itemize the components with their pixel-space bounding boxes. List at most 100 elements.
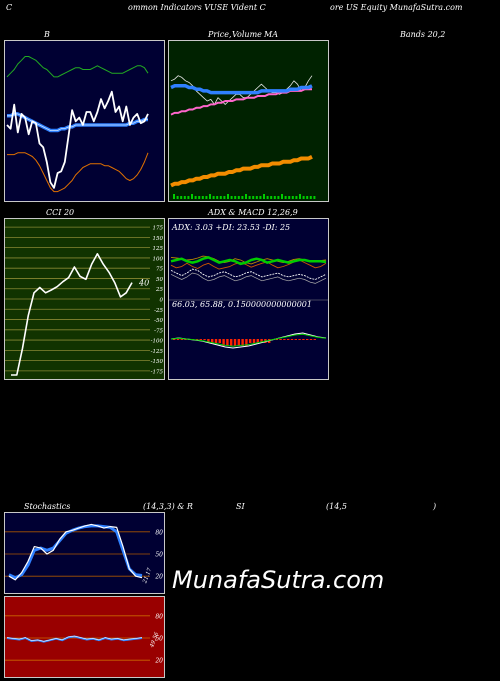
- cci-tick-label: -75: [154, 328, 163, 334]
- macd-histogram-bar: [211, 339, 214, 343]
- bollinger-middle-core: [7, 113, 148, 131]
- rsi-line: [6, 635, 143, 643]
- rsi-panel: 80 50 20 49.56: [4, 596, 165, 678]
- cci-chart: 175 150 125 100 75 50 25 0 -25 -50 -75 -100 -125 -150…: [5, 226, 164, 376]
- bollinger-panel: [4, 40, 165, 202]
- macd-histogram-bar: [180, 339, 183, 340]
- macd-histogram-bar: [287, 339, 290, 340]
- rsi-tick-label: 80: [155, 613, 163, 620]
- macd-histogram-bar: [203, 339, 206, 340]
- volume-bar: [180, 196, 183, 199]
- header-mid: ommon Indicators VUSE Vident C: [128, 3, 266, 12]
- volume-bar: [201, 196, 204, 199]
- macd-histogram-bar: [218, 339, 221, 343]
- adx-title: ADX & MACD 12,26,9: [208, 208, 298, 217]
- watermark: MunafaSutra.com: [172, 566, 385, 594]
- cci-tick-label: 100: [153, 256, 164, 262]
- macd-histogram-bar: [241, 339, 244, 346]
- bollinger-upper-line: [6, 56, 149, 78]
- adx-grey-line: [170, 272, 327, 284]
- volume-bar: [198, 196, 201, 199]
- macd-histogram-bar: [249, 339, 252, 343]
- volume-bar: [223, 196, 226, 199]
- macd-histogram-bar: [279, 339, 282, 340]
- macd-histogram-bar: [176, 339, 180, 340]
- volume-bar: [263, 194, 265, 199]
- rsi-last-value: 49.56: [149, 631, 161, 649]
- volume-bar: [281, 194, 283, 199]
- macd-histogram-bar: [275, 339, 278, 340]
- bands-title: Bands 20,2: [400, 30, 446, 39]
- ma-orange-line: [170, 154, 313, 188]
- macd-histogram-bar: [230, 339, 233, 346]
- volume-bar: [248, 196, 251, 199]
- price-ma-chart: [170, 75, 316, 199]
- stoch-k-line: [8, 523, 143, 581]
- macd-signal-line: [170, 333, 327, 347]
- header-left: C: [6, 3, 13, 12]
- adx-macd-chart: ADX: 3.03 +DI: 23.53 -DI: 25 66.03, 65.8…: [169, 223, 328, 349]
- bollinger-title: B: [44, 30, 50, 39]
- macd-histogram-bar: [226, 339, 229, 346]
- volume-bar: [288, 196, 291, 199]
- macd-histogram-bar: [302, 339, 305, 340]
- rsi-tick-label: 50: [155, 636, 163, 643]
- cci-tick-label: 125: [153, 246, 164, 252]
- ma-blue-line: [170, 84, 313, 95]
- volume-bar: [183, 196, 186, 199]
- volume-bar: [270, 196, 273, 199]
- volume-bar: [302, 196, 305, 199]
- rsi-chart: 80 50 20 49.56: [5, 613, 163, 665]
- volume-bar: [266, 196, 269, 199]
- cci-tick-label: -150: [151, 359, 164, 365]
- macd-histogram-bar: [294, 339, 297, 340]
- cci-title: CCI 20: [46, 208, 75, 217]
- rsi-tick-label: 20: [154, 658, 163, 665]
- volume-bar: [291, 196, 294, 199]
- volume-bar: [284, 196, 287, 199]
- volume-bar: [234, 196, 237, 199]
- cci-tick-label: -100: [151, 339, 164, 345]
- volume-bar: [219, 196, 222, 199]
- volume-bar: [255, 196, 258, 199]
- macd-histogram-bar: [309, 339, 313, 340]
- macd-histogram-bar: [237, 339, 240, 346]
- rsi-title-c: ): [433, 502, 437, 511]
- macd-histogram-bar: [306, 339, 309, 340]
- macd-histogram-bar: [283, 339, 286, 340]
- macd-histogram-bar: [199, 339, 202, 340]
- cci-line: [11, 252, 133, 376]
- volume-bar: [299, 194, 301, 199]
- macd-histogram-bar: [184, 339, 187, 340]
- macd-histogram-bar: [222, 339, 225, 346]
- volume-bar: [241, 196, 244, 199]
- adx-white-dotted-line: [170, 268, 327, 280]
- volume-bar: [237, 196, 240, 199]
- macd-histogram-bar: [290, 339, 294, 340]
- cci-tick-label: 50: [156, 277, 163, 283]
- cci-tick-label: 175: [153, 226, 164, 232]
- volume-bar: [245, 194, 247, 199]
- bollinger-chart: [6, 56, 149, 193]
- bollinger-price-line: [6, 90, 149, 189]
- header-right: ore US Equity MunafaSutra.com: [330, 3, 463, 12]
- volume-bar: [252, 196, 255, 199]
- bollinger-lower-line: [7, 152, 149, 193]
- cci-tick-label: 25: [155, 287, 163, 293]
- macd-histogram-bar: [245, 339, 248, 346]
- cci-tick-label: -125: [151, 349, 164, 355]
- price-title: Price,: [208, 30, 232, 39]
- cci-tick-label: 75: [156, 267, 163, 273]
- cci-tick-label: 150: [153, 236, 164, 242]
- volume-bar: [205, 196, 208, 199]
- cci-tick-label: -25: [154, 308, 163, 314]
- stoch-tick-label: 20: [154, 574, 163, 581]
- stoch-d-line: [8, 524, 143, 580]
- adx-macd-panel: ADX: 3.03 +DI: 23.53 -DI: 25 66.03, 65.8…: [168, 218, 329, 380]
- macd-histogram-bar: [256, 339, 259, 343]
- stoch-tick-label: 80: [155, 529, 163, 536]
- volume-bar: [216, 196, 219, 199]
- volume-bar: [273, 196, 276, 199]
- volume-bar: [306, 196, 309, 199]
